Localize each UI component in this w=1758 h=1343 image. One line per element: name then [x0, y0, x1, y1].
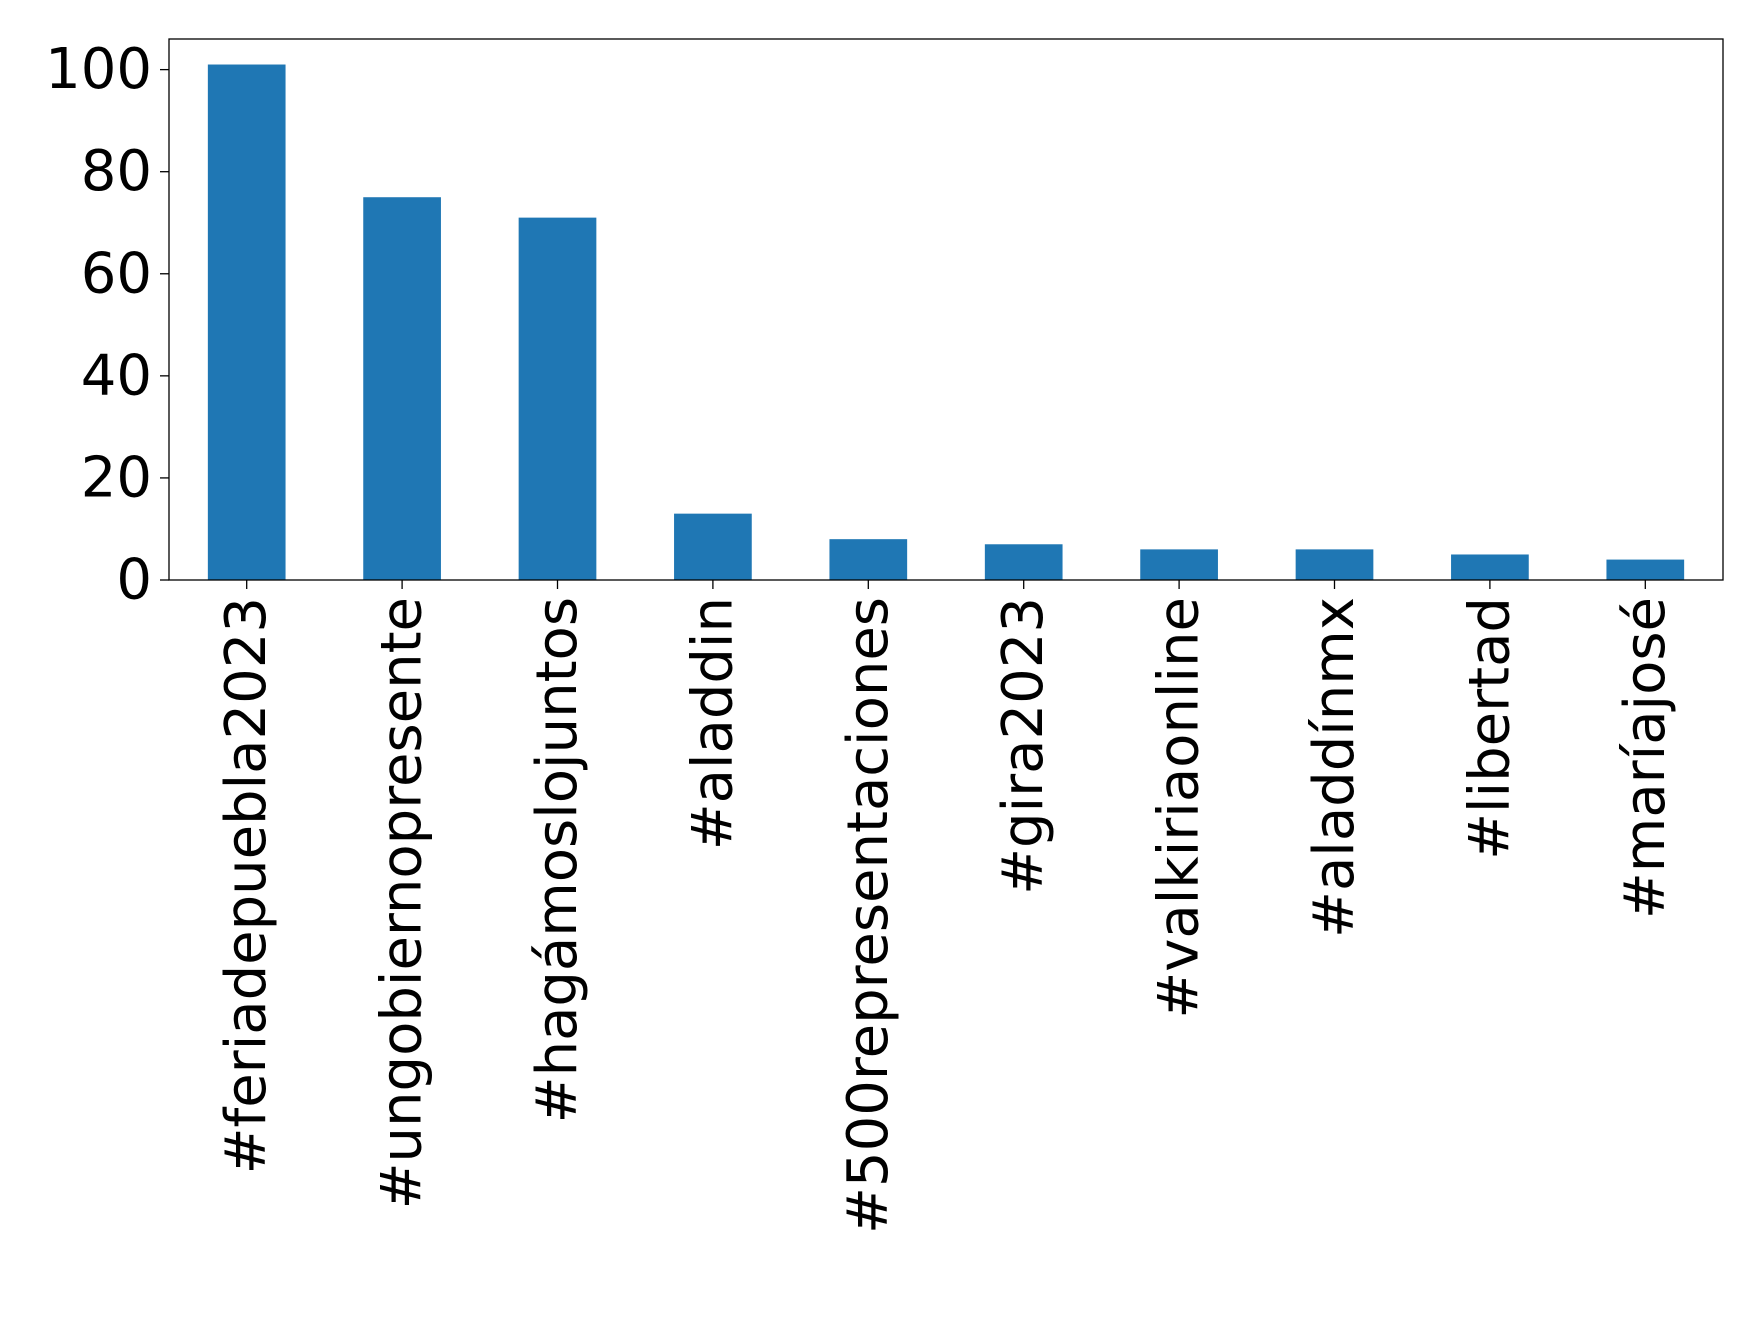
x-tick-label: #ungobiernopresente — [370, 597, 435, 1209]
bar — [1140, 549, 1218, 580]
plot-frame — [168, 38, 1724, 581]
x-axis: #feriadepuebla2023 #ungobiernopresente #ha… — [214, 580, 1678, 1234]
x-tick-label: #feriadepuebla2023 — [214, 597, 279, 1174]
bar — [1606, 559, 1685, 580]
y-tick-label: 100 — [45, 37, 152, 102]
y-tick-label: 80 — [81, 139, 152, 204]
x-tick-label: #libertad — [1457, 597, 1522, 860]
bar — [829, 539, 908, 580]
y-tick-label: 0 — [116, 548, 152, 613]
bar — [518, 217, 597, 580]
x-tick-label: #maríajosé — [1613, 597, 1678, 919]
y-axis: 0 20 40 60 80 100 — [45, 37, 169, 613]
x-tick-label: #hagámoslojuntos — [525, 597, 590, 1123]
bar — [207, 64, 286, 580]
x-tick-label: #aladdínmx — [1302, 597, 1367, 938]
bar — [363, 197, 441, 580]
x-tick-label: #aladdin — [680, 597, 745, 850]
bar — [1451, 554, 1529, 580]
y-tick-label: 40 — [81, 343, 152, 408]
bar — [1295, 549, 1374, 580]
x-tick-label: #valkiriaonline — [1147, 597, 1212, 1019]
bar — [984, 544, 1063, 580]
x-tick-label: #500representaciones — [836, 597, 901, 1234]
bars-layer — [207, 64, 1685, 580]
bar — [674, 513, 752, 580]
x-tick-label: #gira2023 — [991, 597, 1056, 895]
y-tick-label: 60 — [81, 241, 152, 306]
y-tick-label: 20 — [81, 445, 152, 510]
